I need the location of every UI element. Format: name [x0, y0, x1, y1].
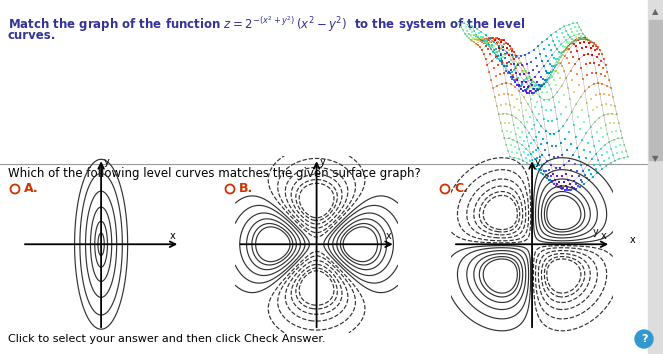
Bar	[649, 20, 662, 160]
Bar	[648, 0, 663, 354]
Text: x: x	[629, 235, 635, 245]
Text: Match the graph of the function $z = 2^{-(x^2+y^2)}\,(x^2 - y^2)$  to the system: Match the graph of the function $z = 2^{…	[8, 14, 526, 34]
Text: y: y	[320, 156, 325, 167]
Text: y: y	[593, 227, 599, 237]
Text: Which of the following level curves matches the given surface graph?: Which of the following level curves matc…	[8, 167, 421, 180]
Text: B.: B.	[239, 182, 253, 194]
Text: ?: ?	[640, 334, 647, 344]
Text: A.: A.	[24, 182, 38, 194]
Circle shape	[635, 330, 653, 348]
Text: ▲: ▲	[652, 7, 659, 16]
Text: curves.: curves.	[8, 29, 56, 42]
Text: C.: C.	[454, 182, 468, 194]
Text: y: y	[104, 156, 109, 167]
Text: x: x	[170, 231, 176, 241]
Text: Click to select your answer and then click Check Answer.: Click to select your answer and then cli…	[8, 334, 326, 344]
Text: ▼: ▼	[652, 154, 659, 163]
Text: y: y	[535, 156, 540, 167]
Text: x: x	[601, 231, 607, 241]
Text: x: x	[385, 231, 391, 241]
